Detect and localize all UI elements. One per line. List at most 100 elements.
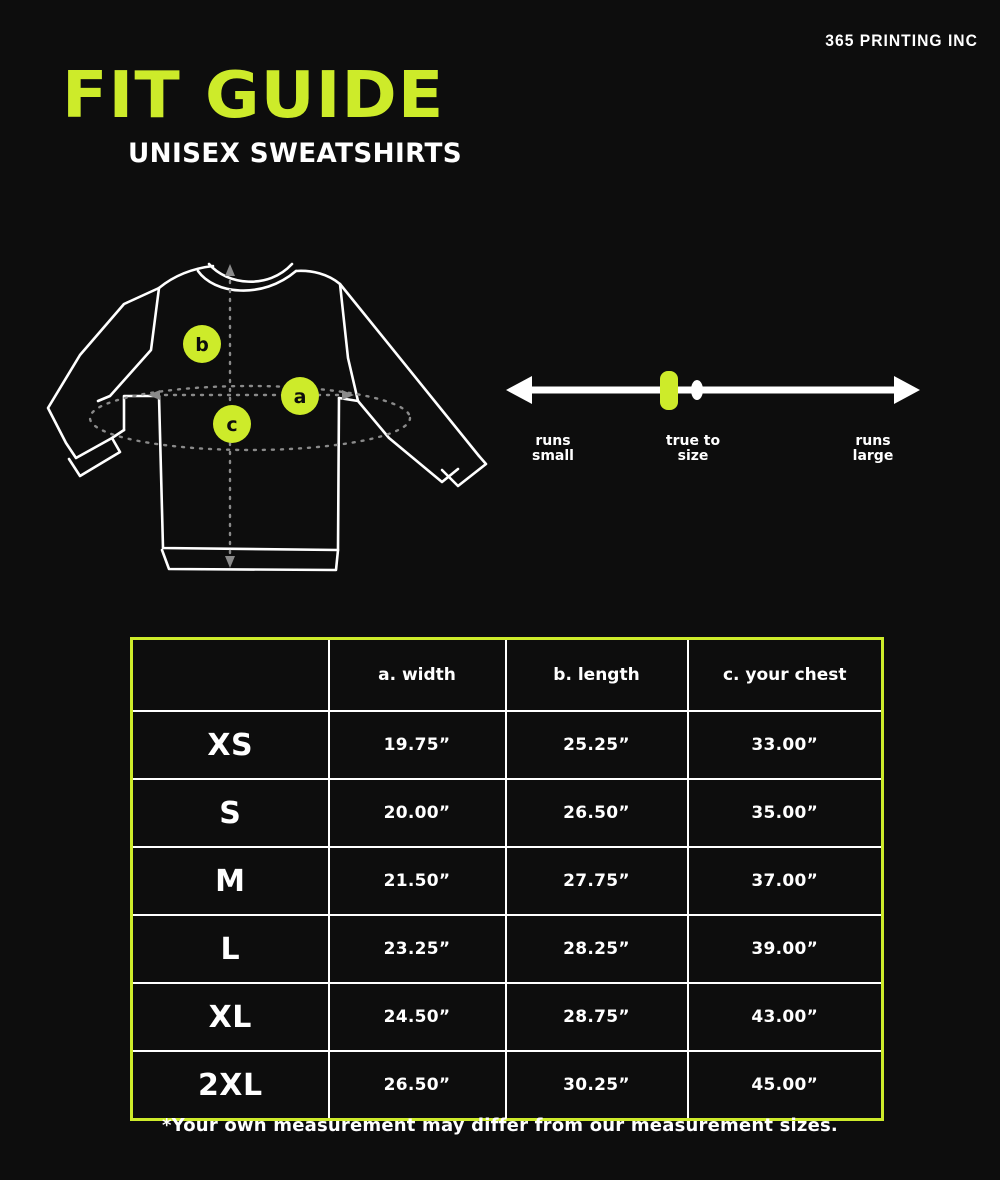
length-value: 26.50” — [563, 803, 630, 823]
cell-chest: 39.00” — [686, 914, 884, 984]
fit-scale-axis — [506, 376, 920, 404]
width-value: 19.75” — [383, 735, 451, 755]
fit-label-true-to-size: true to size — [665, 433, 721, 464]
table-row: L 23.25” 28.25” 39.00” — [130, 914, 884, 984]
length-arrow-down — [225, 556, 235, 568]
table-row: M 21.50” 27.75” 37.00” — [130, 846, 884, 916]
badge-b-label: b — [195, 334, 209, 356]
width-arrow-right — [342, 390, 354, 400]
cell-size: 2XL — [130, 1050, 330, 1121]
table-header-row: a. width b. length c. your chest — [130, 637, 884, 712]
right-shoulder-outline — [338, 282, 360, 403]
right-underarm — [337, 396, 460, 484]
cell-width: 23.25” — [327, 914, 507, 984]
cell-size: L — [130, 914, 330, 984]
column-header-size — [130, 637, 330, 712]
chest-value: 37.00” — [751, 871, 819, 891]
size-chart-table: a. width b. length c. your chest XS 19.7… — [130, 637, 884, 1121]
chest-guide-ellipse — [88, 384, 412, 452]
fit-marker[interactable] — [660, 371, 678, 410]
arrow-right-icon — [894, 376, 920, 404]
table-row: XL 24.50” 28.75” 43.00” — [130, 982, 884, 1052]
cell-size: XL — [130, 982, 330, 1052]
brand-label: 365 PRINTING INC — [825, 31, 978, 50]
cell-width: 19.75” — [327, 710, 507, 780]
badge-c-label: c — [226, 414, 237, 436]
body-left-top — [157, 264, 215, 290]
right-cuff-outline — [440, 454, 488, 488]
width-value: 20.00” — [383, 803, 451, 823]
cell-width: 24.50” — [327, 982, 507, 1052]
badge-a-label: a — [294, 386, 307, 408]
cell-length: 25.25” — [504, 710, 689, 780]
width-value: 23.25” — [383, 939, 451, 959]
cell-width: 21.50” — [327, 846, 507, 916]
length-value: 27.75” — [563, 871, 630, 891]
sweatshirt-diagram: b a c — [28, 238, 498, 588]
chest-value: 45.00” — [751, 1075, 819, 1095]
cell-size: XS — [130, 710, 330, 780]
cell-width: 20.00” — [327, 778, 507, 848]
cell-size: S — [130, 778, 330, 848]
badge-c: c — [213, 405, 251, 443]
chest-value: 39.00” — [751, 939, 819, 959]
length-value: 28.75” — [563, 1007, 630, 1027]
width-arrow-left — [148, 390, 160, 400]
page-subtitle: UNISEX SWEATSHIRTS — [128, 138, 462, 169]
chest-value: 35.00” — [751, 803, 819, 823]
cell-width: 26.50” — [327, 1050, 507, 1121]
cell-chest: 37.00” — [686, 846, 884, 916]
left-sleeve-outline — [46, 286, 161, 460]
column-header-width-label: a. width — [378, 665, 456, 685]
cell-length: 28.75” — [504, 982, 689, 1052]
collar-outer — [196, 269, 298, 292]
cell-length: 28.25” — [504, 914, 689, 984]
cell-length: 27.75” — [504, 846, 689, 916]
collar-inner — [207, 262, 294, 283]
cell-chest: 43.00” — [686, 982, 884, 1052]
table-row: S 20.00” 26.50” 35.00” — [130, 778, 884, 848]
chest-value: 43.00” — [751, 1007, 819, 1027]
length-value: 28.25” — [563, 939, 630, 959]
cell-length: 30.25” — [504, 1050, 689, 1121]
cell-size: M — [130, 846, 330, 916]
hem-outline — [160, 548, 340, 572]
column-header-length-label: b. length — [553, 665, 640, 685]
cell-chest: 33.00” — [686, 710, 884, 780]
cell-chest: 35.00” — [686, 778, 884, 848]
column-header-width: a. width — [327, 637, 507, 712]
column-header-length: b. length — [504, 637, 689, 712]
length-value: 30.25” — [563, 1075, 630, 1095]
size-label: XS — [207, 727, 254, 763]
size-label: L — [220, 931, 241, 967]
guide-arrowheads — [148, 264, 354, 568]
left-shoulder-outline — [96, 286, 161, 403]
fit-scale-svg — [506, 371, 920, 410]
sweatshirt-illustration-svg: b a c — [46, 262, 488, 572]
cell-chest: 45.00” — [686, 1050, 884, 1121]
length-arrow-up — [225, 264, 235, 276]
table-row: XS 19.75” 25.25” 33.00” — [130, 710, 884, 780]
width-value: 26.50” — [383, 1075, 451, 1095]
right-sleeve-top — [294, 269, 481, 458]
width-value: 21.50” — [383, 871, 451, 891]
size-label: M — [215, 863, 246, 899]
page-title: FIT GUIDE — [62, 59, 445, 133]
measurement-disclaimer: *Your own measurement may differ from ou… — [162, 1115, 838, 1136]
left-underarm-outline — [122, 394, 161, 432]
fit-label-runs-small: runs small — [532, 433, 574, 464]
column-header-chest: c. your chest — [686, 637, 884, 712]
fit-scale: runs small true to size runs large — [498, 366, 928, 476]
table-row: 2XL 26.50” 30.25” 45.00” — [130, 1050, 884, 1121]
cell-length: 26.50” — [504, 778, 689, 848]
badge-a: a — [281, 377, 319, 415]
width-value: 24.50” — [383, 1007, 451, 1027]
chest-value: 33.00” — [751, 735, 819, 755]
size-label: XL — [208, 999, 252, 1035]
arrow-left-icon — [506, 376, 532, 404]
badge-b: b — [183, 325, 221, 363]
size-label: S — [219, 795, 242, 831]
length-value: 25.25” — [563, 735, 630, 755]
left-cuff-outline — [67, 436, 122, 478]
column-header-chest-label: c. your chest — [722, 665, 847, 685]
